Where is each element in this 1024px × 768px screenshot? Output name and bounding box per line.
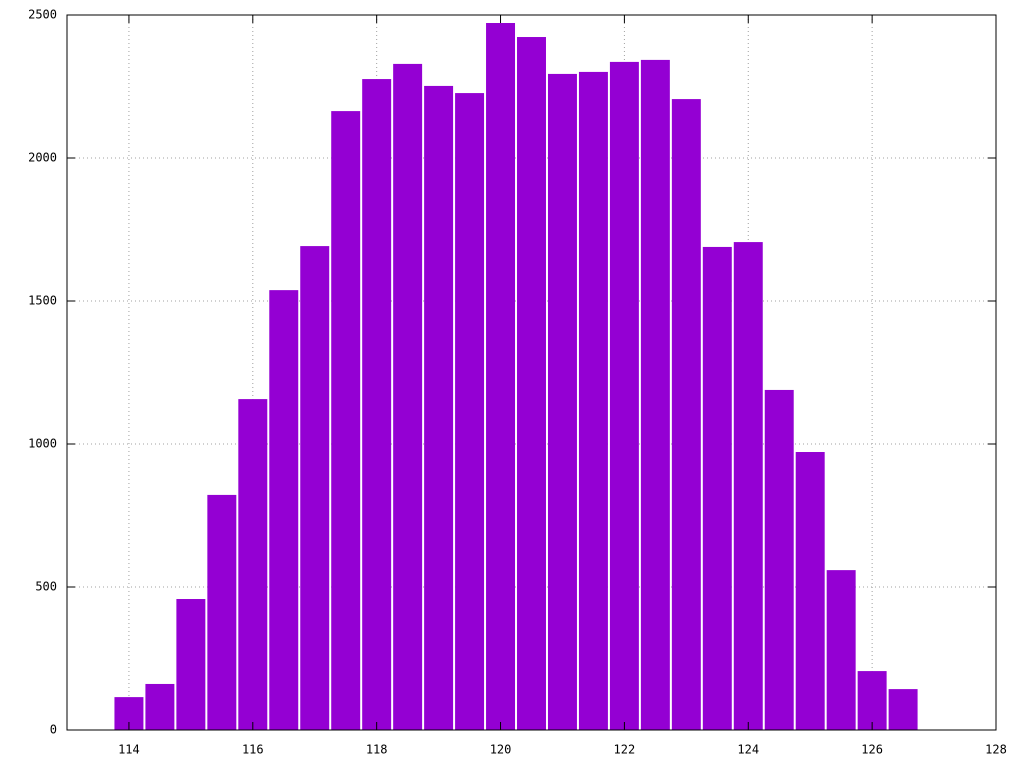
x-tick-label: 124 [737, 743, 759, 757]
bar [764, 389, 794, 730]
bar [733, 242, 763, 731]
bar [145, 683, 175, 730]
bar [857, 671, 887, 730]
bar [888, 689, 918, 730]
bar [269, 290, 299, 730]
bar [578, 71, 608, 730]
bar [300, 246, 330, 730]
x-tick-label: 122 [614, 743, 636, 757]
x-tick-label: 114 [118, 743, 140, 757]
x-tick-label: 126 [861, 743, 883, 757]
bar [826, 570, 856, 730]
bar [609, 61, 639, 731]
plot-frame [66, 14, 997, 731]
x-tick-label: 116 [242, 743, 264, 757]
bar [671, 99, 701, 731]
bar [362, 79, 392, 730]
bar [238, 399, 268, 730]
bar [795, 452, 825, 730]
y-tick-label: 1500 [28, 294, 57, 308]
bar [486, 23, 516, 731]
bar [207, 494, 237, 730]
y-tick-label: 500 [35, 580, 57, 594]
bar [702, 246, 732, 731]
bar [547, 73, 577, 730]
bar [393, 63, 423, 730]
y-tick-label: 2000 [28, 151, 57, 165]
bar [640, 59, 670, 731]
x-tick-label: 118 [366, 743, 388, 757]
y-tick-label: 2500 [28, 8, 57, 22]
x-tick-label: 120 [490, 743, 512, 757]
bar [331, 111, 361, 730]
x-tick-label: 128 [985, 743, 1007, 757]
bar [176, 599, 206, 730]
bar [424, 85, 454, 731]
y-tick-label: 0 [50, 723, 57, 737]
bar [517, 37, 546, 731]
bar [455, 93, 485, 730]
y-tick-label: 1000 [28, 437, 57, 451]
